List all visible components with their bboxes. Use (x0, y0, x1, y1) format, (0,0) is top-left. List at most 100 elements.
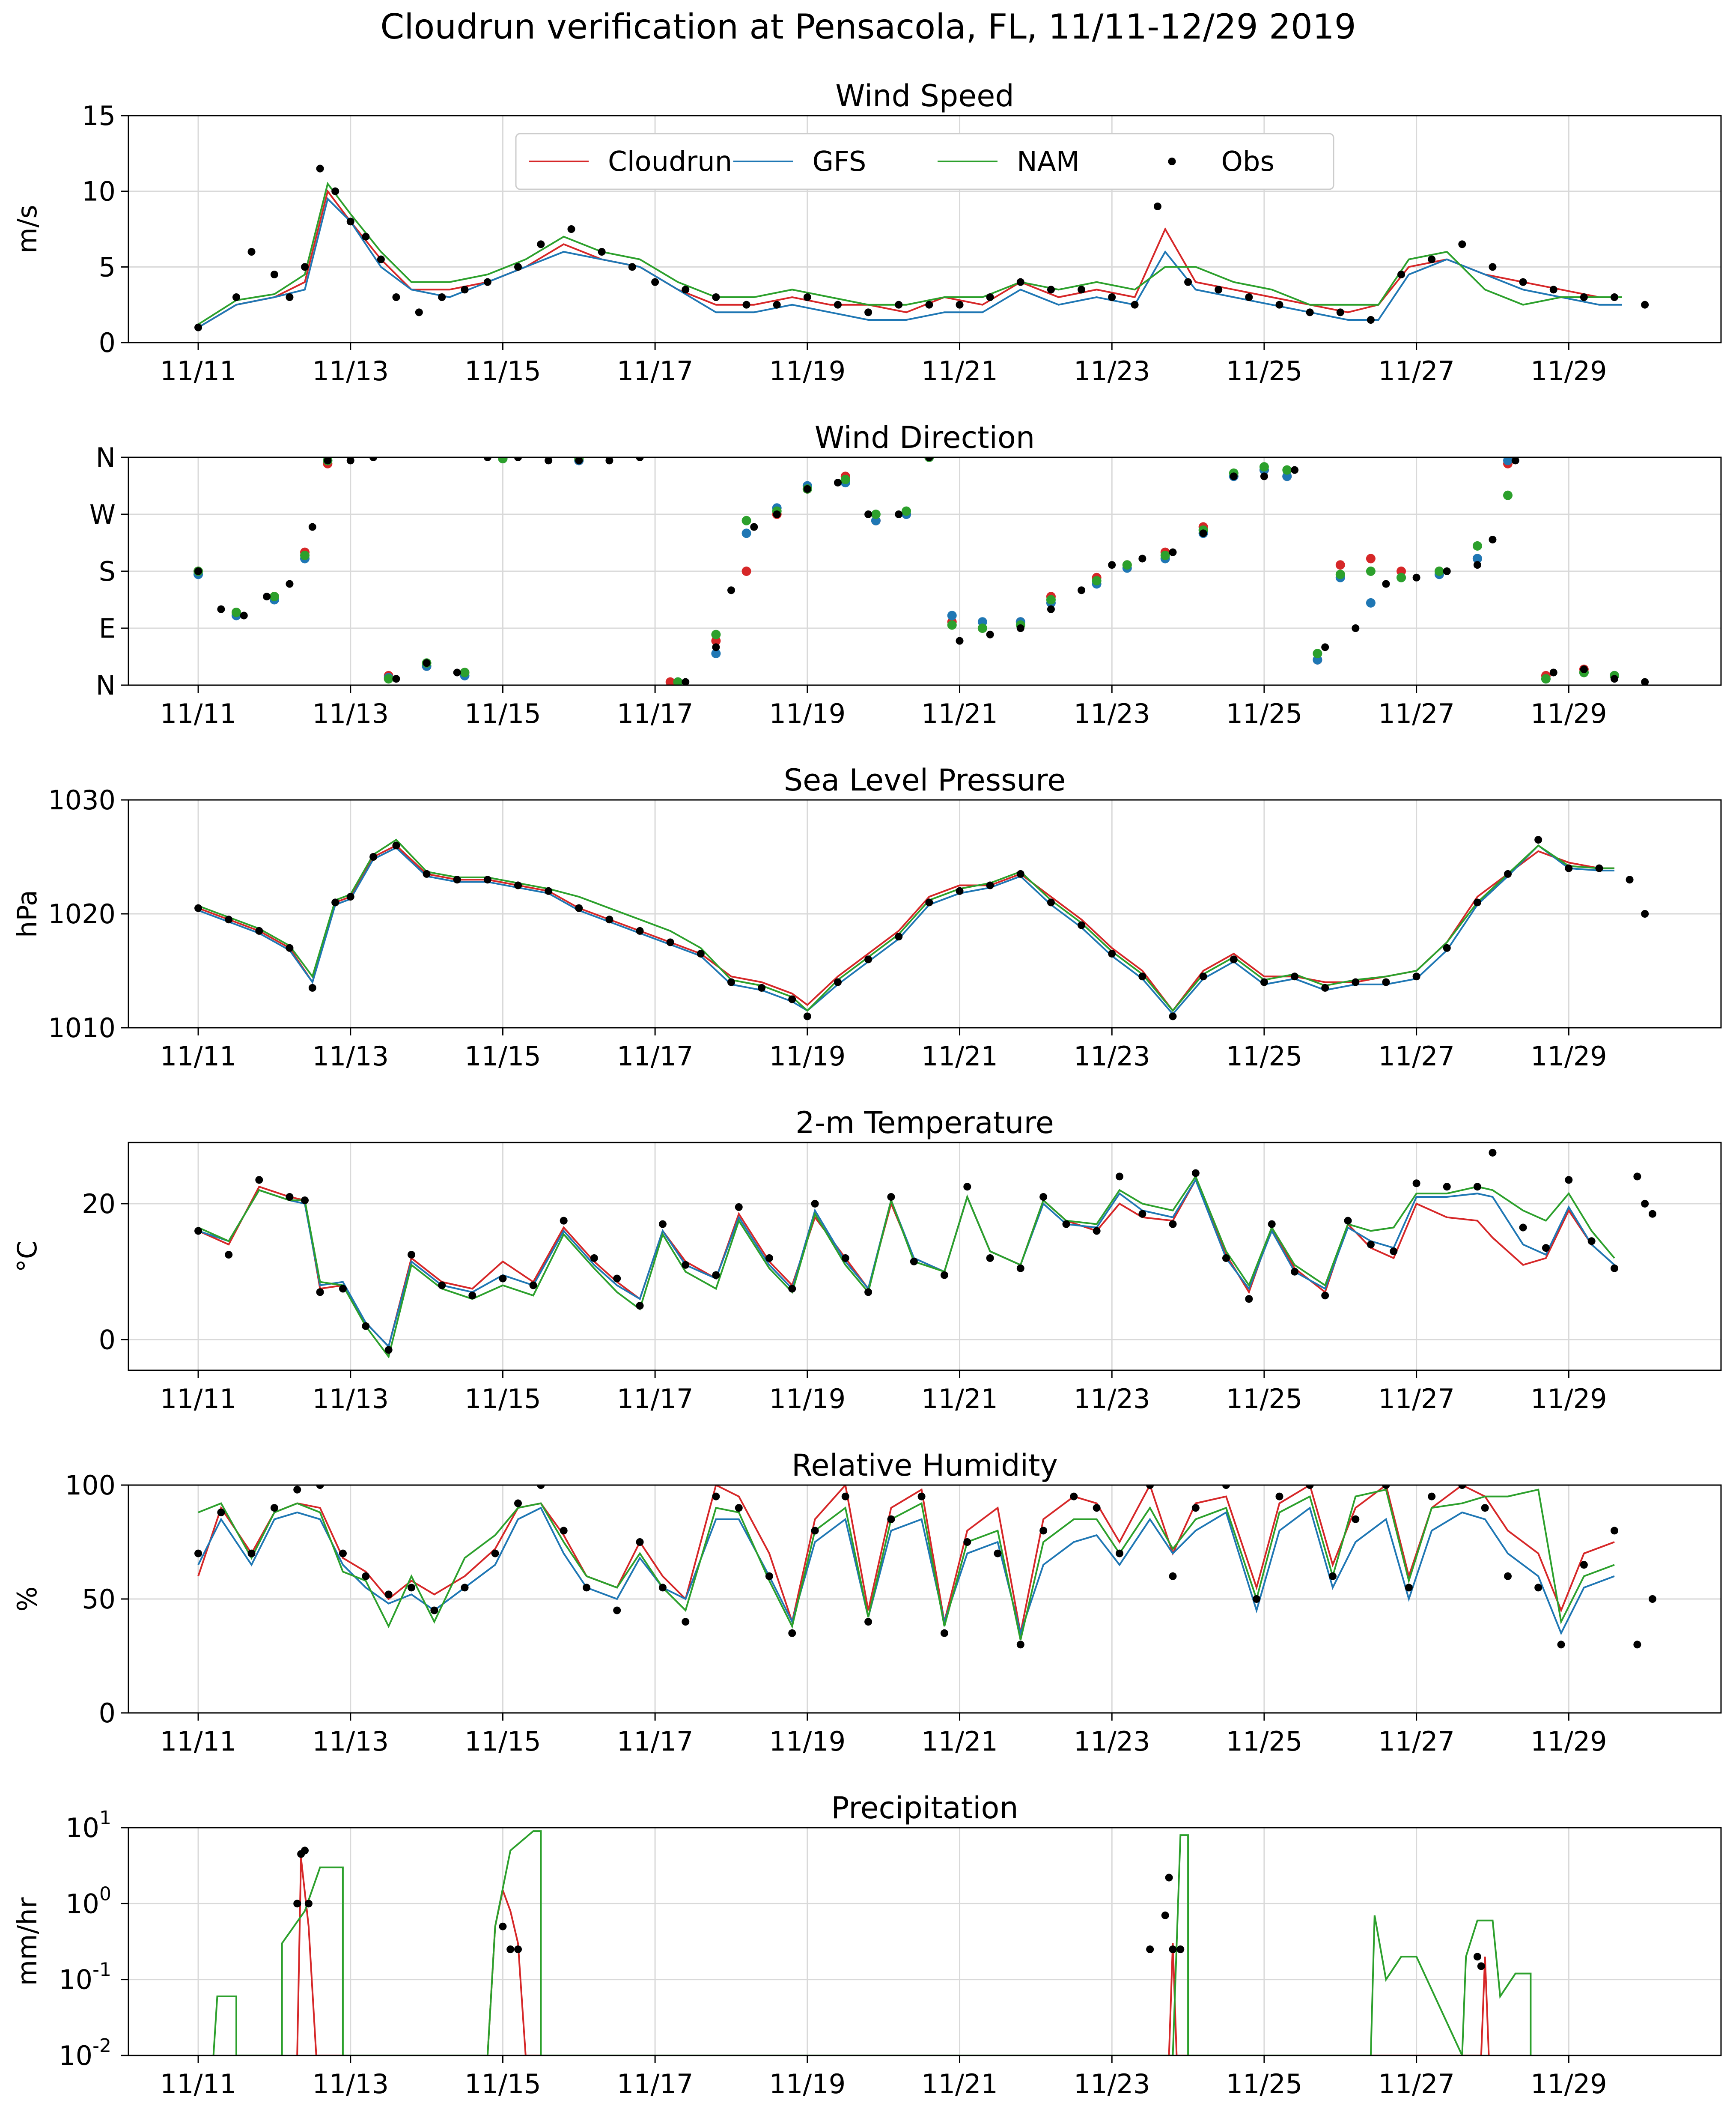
obs-point (1641, 301, 1649, 309)
axes-frame (128, 456, 1722, 686)
series-point-nam (741, 516, 751, 525)
obs-point (286, 293, 294, 301)
obs-point (453, 668, 461, 677)
obs-point (803, 485, 811, 493)
obs-point (1352, 624, 1360, 632)
obs-point (917, 1492, 926, 1500)
series-point-nam (1397, 573, 1406, 582)
obs-point (1016, 1264, 1024, 1272)
obs-point (1047, 286, 1055, 294)
legend-label: GFS (813, 146, 867, 178)
x-tick-label: 11/29 (1531, 2068, 1607, 2100)
series-point-nam (673, 677, 683, 685)
obs-point (316, 1485, 324, 1489)
obs-point (255, 927, 263, 935)
obs-point (1382, 580, 1390, 588)
chart-2: Sea Level Pressure hPa 1010 1020 1030 11/11 11… (12, 763, 1722, 1072)
series-point-nam (300, 551, 310, 561)
obs-point (1489, 536, 1497, 544)
obs-point (963, 1538, 971, 1546)
x-tick-label: 11/17 (617, 1726, 694, 1757)
obs-point (438, 293, 446, 301)
obs-point (1611, 1527, 1619, 1535)
obs-point (346, 218, 354, 226)
obs-point (316, 164, 324, 173)
obs-point (1222, 1254, 1230, 1262)
obs-point (864, 1618, 872, 1626)
axes-frame (128, 1827, 1722, 2056)
obs-point (560, 1217, 568, 1225)
obs-point (194, 567, 202, 575)
legend-box (515, 133, 1334, 190)
series-point-nam (231, 608, 241, 617)
obs-point (1062, 1220, 1070, 1228)
series-line-cloudrun (198, 844, 1614, 1012)
obs-point (339, 1549, 347, 1557)
obs-point (1016, 870, 1024, 878)
x-tick-label: 11/21 (921, 355, 998, 387)
obs-point (658, 1220, 667, 1228)
x-tick-label: 11/19 (769, 355, 846, 387)
obs-point (636, 927, 644, 935)
obs-point (1230, 472, 1238, 480)
obs-point (605, 457, 613, 465)
chart-title: Sea Level Pressure (784, 763, 1066, 798)
x-tick-label: 11/17 (617, 1383, 694, 1414)
obs-point (483, 876, 491, 884)
obs-point (1291, 1268, 1299, 1276)
obs-point (567, 225, 575, 233)
obs-point (408, 1251, 416, 1259)
figure-title: Cloudrun verification at Pensacola, FL, … (380, 7, 1356, 47)
obs-point (1443, 944, 1451, 952)
obs-point (1016, 1641, 1024, 1649)
obs-point (1511, 457, 1519, 465)
obs-point (1138, 555, 1146, 563)
obs-point (392, 841, 400, 850)
obs-point (1428, 255, 1436, 263)
obs-point (1477, 1962, 1485, 1970)
obs-point (423, 870, 431, 878)
obs-point (247, 248, 256, 256)
obs-point (362, 1572, 370, 1580)
obs-point (560, 1527, 568, 1535)
obs-point (1230, 955, 1238, 964)
obs-point (1016, 278, 1024, 286)
series-line-gfs (197, 1506, 1615, 1636)
obs-point (1321, 643, 1329, 651)
obs-point (986, 630, 994, 638)
obs-point (651, 278, 659, 286)
obs-point (1093, 1227, 1101, 1235)
obs-point (682, 1261, 690, 1269)
x-tick-label: 11/29 (1531, 1726, 1607, 1757)
obs-point (811, 1199, 819, 1208)
obs-point (758, 984, 766, 992)
obs-point (545, 887, 553, 895)
obs-point (1169, 1012, 1177, 1020)
series-point-nam (269, 592, 279, 602)
obs-point (392, 293, 400, 301)
obs-point (1458, 240, 1466, 248)
x-tick-label: 11/13 (312, 355, 389, 387)
y-tick-label: 50 (82, 1584, 116, 1615)
obs-point (788, 1629, 796, 1637)
obs-point (453, 876, 461, 884)
obs-point (514, 1499, 522, 1507)
obs-point (1489, 1148, 1497, 1157)
obs-point (1519, 278, 1527, 286)
obs-point (1245, 1295, 1253, 1303)
obs-point (834, 479, 842, 487)
obs-point (773, 301, 781, 309)
x-tick-label: 11/15 (465, 1726, 541, 1757)
chart-title: Relative Humidity (792, 1448, 1058, 1483)
obs-point (1352, 1515, 1360, 1523)
x-tick-label: 11/21 (921, 1383, 998, 1414)
series-point-nam (1503, 490, 1513, 500)
series-point-nam (1366, 567, 1376, 576)
obs-point (1595, 864, 1603, 872)
obs-point (712, 1271, 720, 1279)
obs-point (514, 457, 522, 461)
x-tick-label: 11/13 (312, 1041, 389, 1072)
series-point-cloudrun (665, 677, 675, 685)
obs-point (1047, 898, 1055, 907)
x-tick-label: 11/25 (1226, 698, 1303, 729)
